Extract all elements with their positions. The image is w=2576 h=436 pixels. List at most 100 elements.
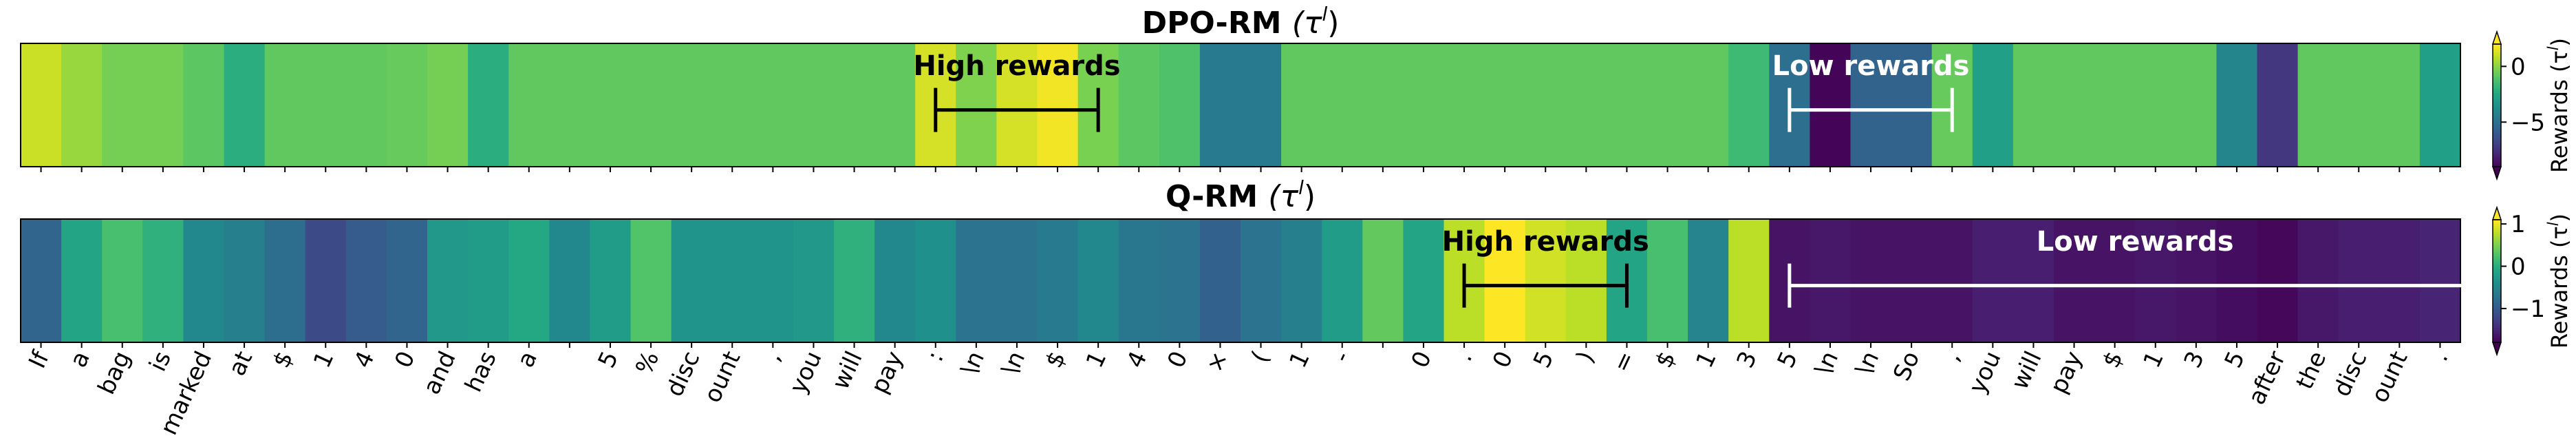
colorbar-label-text: Rewards (τ (2546, 50, 2573, 173)
colorbar-segment (2493, 150, 2501, 154)
colorbar-segment (2493, 132, 2501, 135)
heatmap-cell (102, 219, 143, 342)
heatmap-cell (956, 43, 997, 167)
colorbar-segment (2493, 320, 2501, 323)
heatmap-cell (2135, 219, 2176, 342)
colorbar-segment (2493, 154, 2501, 157)
colorbar-segment (2493, 56, 2501, 59)
heatmap-cell (2216, 43, 2258, 167)
heatmap-cell (102, 43, 143, 167)
colorbar-tick-label: −5 (2511, 109, 2545, 136)
heatmap-cell (1241, 219, 1282, 342)
heatmap-cell (2054, 219, 2095, 342)
heatmap-cell (711, 219, 753, 342)
colorbar-segment (2493, 101, 2501, 104)
heatmap-cell (590, 43, 632, 167)
colorbar-tick-label: 0 (2511, 53, 2526, 81)
heatmap-cell (142, 43, 184, 167)
heatmap-cell (183, 219, 225, 342)
token-label: pay (2045, 347, 2088, 398)
heatmap-cell (1525, 43, 1567, 167)
heatmap-cell (183, 43, 225, 167)
token-label: 1 (2138, 347, 2169, 373)
dpo-rm-panel: DPO-RM (τl)High rewards Low rewards 0−5 Rew… (20, 3, 2573, 181)
heatmap-cell (834, 43, 875, 167)
heatmap-cell (2379, 43, 2421, 167)
annotation-label: Low rewards (2037, 226, 2234, 258)
colorbar-segment (2493, 258, 2501, 262)
token-label: a (512, 347, 543, 372)
colorbar-segment (2493, 220, 2501, 222)
heatmap-cell (549, 219, 590, 342)
colorbar-segment (2493, 295, 2501, 298)
colorbar-segment (2493, 309, 2501, 313)
heatmap-cell (874, 43, 916, 167)
colorbar-segment (2493, 227, 2501, 231)
colorbar-segment (2493, 52, 2501, 55)
heatmap-cell (1484, 219, 1526, 342)
colorbar-segment (2493, 289, 2501, 292)
colorbar-segment (2493, 324, 2501, 327)
heatmap-cell (1891, 219, 1933, 342)
colorbar-segment (2493, 338, 2501, 341)
colorbar-segment (2493, 269, 2501, 271)
heatmap-cell (1362, 43, 1404, 167)
heatmap-cell (468, 43, 509, 167)
heatmap-cell (1565, 43, 1607, 167)
colorbar-tick-label: 1 (2511, 211, 2526, 238)
title-close: ) (1327, 6, 1339, 41)
colorbar-segment (2493, 105, 2501, 108)
token-label: 5 (593, 347, 624, 373)
token-label: will (2006, 347, 2048, 394)
token-label: 5 (2220, 347, 2251, 373)
heatmap-cell (224, 219, 266, 342)
heatmap-frame (20, 218, 2461, 343)
colorbar-segment (2493, 58, 2501, 61)
colorbar-segment (2493, 318, 2501, 321)
heatmap-cell (1322, 219, 1363, 342)
token-label: 3 (1732, 347, 1763, 373)
heatmap-cell (1606, 43, 1648, 167)
colorbar-segment (2493, 121, 2501, 125)
token-label: ( (1246, 347, 1275, 367)
heatmap-cell (1281, 219, 1322, 342)
colorbar-tick-label: 0 (2511, 253, 2526, 281)
heatmap-cell (752, 43, 794, 167)
colorbar-segment (2493, 330, 2501, 333)
colorbar-segment (2493, 262, 2501, 266)
colorbar-frame (2492, 43, 2502, 167)
colorbar-segment (2493, 60, 2501, 63)
colorbar-segment (2493, 93, 2501, 96)
colorbar-segment (2493, 79, 2501, 82)
token-label: 0 (389, 347, 420, 373)
token-label: . (2426, 347, 2454, 366)
heatmap-cell (508, 219, 550, 342)
title-sup: l (1322, 3, 1327, 25)
heatmap-cell (61, 43, 103, 167)
colorbar-segment (2493, 281, 2501, 284)
token-label: : (921, 347, 949, 366)
colorbar-segment (2493, 267, 2501, 269)
colorbar-segment (2493, 74, 2501, 78)
token-label: If (23, 346, 55, 373)
colorbar-frame (2492, 219, 2502, 343)
token-label: ount (699, 347, 747, 407)
colorbar-extend-bottom (2491, 342, 2502, 357)
heatmap-cell (1525, 219, 1567, 342)
colorbar-label-sup: l (2545, 222, 2562, 226)
heatmap-cell (1810, 43, 1852, 167)
colorbar-segment (2493, 242, 2501, 245)
token-label: % (630, 347, 665, 379)
colorbar-segment (2493, 252, 2501, 256)
heatmap-cell (427, 43, 469, 167)
colorbar-extend-top (2491, 205, 2502, 220)
heatmap-cell (2419, 219, 2461, 342)
heatmap-cell (345, 43, 387, 167)
heatmap-cell (915, 219, 956, 342)
token-label: disc (661, 347, 706, 401)
heatmap-cell (2338, 219, 2380, 342)
token-label: 5 (1528, 347, 1559, 373)
colorbar-segment (2493, 115, 2501, 118)
